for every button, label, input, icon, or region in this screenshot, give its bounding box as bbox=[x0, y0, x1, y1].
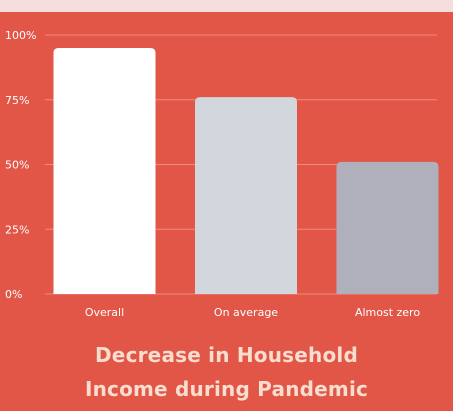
bar-almost-zero bbox=[336, 161, 439, 294]
bar-overall bbox=[53, 47, 156, 295]
y-tick-label: 25% bbox=[5, 223, 29, 236]
bar-on-average bbox=[195, 97, 297, 294]
y-tick-label: 75% bbox=[5, 94, 29, 107]
y-tick-label: 0% bbox=[5, 288, 22, 301]
bars bbox=[53, 47, 439, 295]
chart-title: Decrease in Household Income during Pand… bbox=[84, 343, 369, 401]
x-axis-tick-labels: Overall On average Almost zero bbox=[85, 306, 420, 319]
y-tick-label: 100% bbox=[5, 29, 36, 42]
x-tick-label: Overall bbox=[85, 306, 124, 319]
x-tick-label: Almost zero bbox=[355, 306, 420, 319]
top-band bbox=[0, 0, 453, 12]
y-axis-tick-labels: 0% 25% 50% 75% 100% bbox=[5, 29, 36, 301]
y-tick-label: 50% bbox=[5, 159, 29, 172]
x-tick-label: On average bbox=[214, 306, 278, 319]
